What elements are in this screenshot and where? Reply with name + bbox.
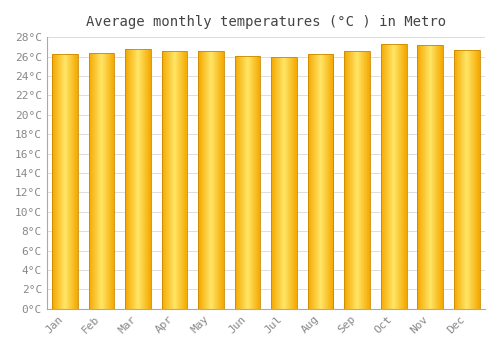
Bar (381, 44, 406, 309)
Bar (308, 54, 334, 309)
Bar (272, 56, 297, 309)
Bar (454, 50, 479, 309)
Bar (344, 51, 370, 309)
Bar (126, 49, 151, 309)
Bar (162, 51, 188, 309)
Bar (52, 54, 78, 309)
Bar (198, 51, 224, 309)
Bar (418, 45, 443, 309)
Bar (89, 52, 114, 309)
Title: Average monthly temperatures (°C ) in Metro: Average monthly temperatures (°C ) in Me… (86, 15, 446, 29)
Bar (235, 56, 260, 309)
